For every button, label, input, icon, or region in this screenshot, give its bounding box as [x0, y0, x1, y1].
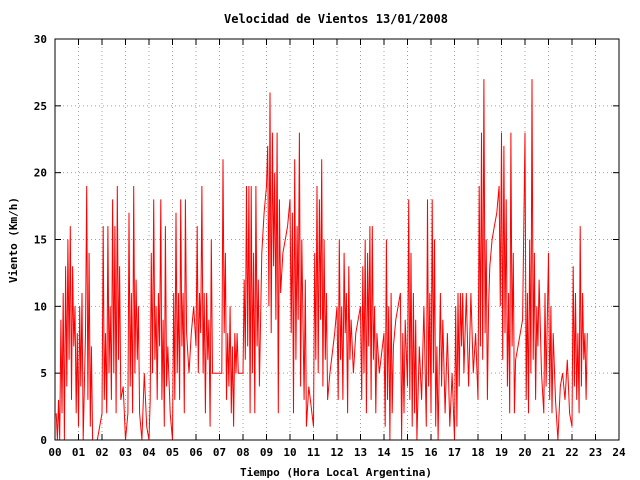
x-tick-label: 11: [307, 446, 321, 459]
x-tick-label: 22: [565, 446, 578, 459]
y-tick-label: 25: [34, 100, 47, 113]
x-tick-label: 19: [495, 446, 508, 459]
series-layer: [55, 79, 588, 441]
x-tick-label: 03: [119, 446, 132, 459]
x-tick-label: 18: [471, 446, 484, 459]
x-tick-label: 21: [542, 446, 556, 459]
x-tick-label: 05: [166, 446, 179, 459]
x-tick-label: 08: [236, 446, 249, 459]
y-axis-label: Viento (Km/h): [7, 197, 20, 283]
x-tick-label: 01: [72, 446, 86, 459]
x-axis-label: Tiempo (Hora Local Argentina): [240, 466, 432, 479]
y-tick-label: 15: [34, 234, 47, 247]
x-tick-label: 16: [424, 446, 438, 459]
x-tick-label: 15: [401, 446, 414, 459]
x-tick-label: 13: [354, 446, 367, 459]
x-tick-label: 09: [260, 446, 273, 459]
chart-title: Velocidad de Vientos 13/01/2008: [224, 12, 448, 26]
x-tick-label: 02: [95, 446, 108, 459]
x-tick-label: 10: [283, 446, 296, 459]
x-tick-label: 20: [518, 446, 531, 459]
y-tick-label: 30: [34, 33, 47, 46]
y-tick-label: 5: [40, 367, 47, 380]
wind-speed-series-line: [55, 79, 588, 441]
x-tick-label: 24: [612, 446, 626, 459]
x-tick-label: 12: [330, 446, 343, 459]
y-tick-label: 20: [34, 167, 47, 180]
x-tick-label: 04: [142, 446, 156, 459]
x-tick-label: 17: [448, 446, 461, 459]
x-tick-label: 14: [377, 446, 391, 459]
x-tick-label: 23: [589, 446, 602, 459]
y-tick-label: 0: [40, 434, 47, 447]
x-tick-label: 00: [48, 446, 61, 459]
plot-frame: [54, 38, 620, 441]
x-tick-label: 06: [189, 446, 203, 459]
x-tick-label: 07: [213, 446, 226, 459]
y-tick-label: 10: [34, 300, 47, 313]
y-axis-ticks: 0 5 10 15 20 25 30: [34, 33, 619, 447]
